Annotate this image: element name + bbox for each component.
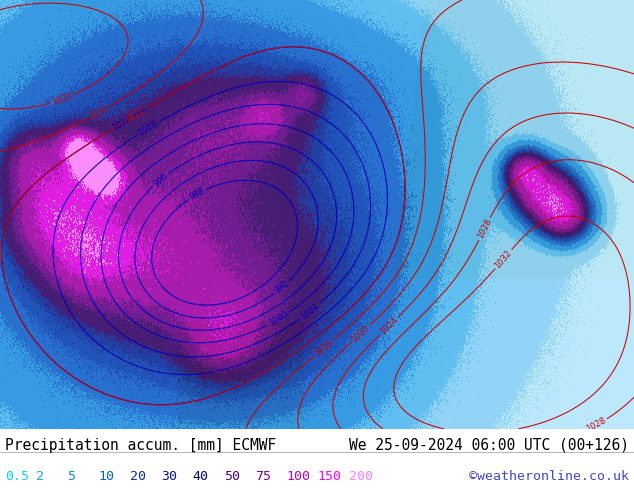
Text: 5: 5 [68,470,75,483]
Text: 1008: 1008 [137,119,160,138]
Text: 988: 988 [188,186,207,202]
Text: Precipitation accum. [mm] ECMWF: Precipitation accum. [mm] ECMWF [5,438,276,453]
Text: 992: 992 [273,279,291,295]
Text: 1020: 1020 [51,91,74,107]
Text: 1012: 1012 [111,114,134,132]
Text: 1000: 1000 [267,310,290,328]
Text: 1024: 1024 [378,316,399,337]
Text: 1016: 1016 [313,338,335,358]
Text: 30: 30 [161,470,178,483]
Text: 100: 100 [286,470,310,483]
Text: 1028: 1028 [585,416,607,434]
Text: 0.5: 0.5 [5,470,29,483]
Text: ©weatheronline.co.uk: ©weatheronline.co.uk [469,470,629,483]
Text: 20: 20 [130,470,146,483]
Text: 10: 10 [99,470,115,483]
Text: 1028: 1028 [476,218,493,241]
Text: 1032: 1032 [493,248,514,270]
Text: 150: 150 [318,470,342,483]
Text: We 25-09-2024 06:00 UTC (00+126): We 25-09-2024 06:00 UTC (00+126) [349,438,629,453]
Text: 1020: 1020 [350,323,372,344]
Text: 1012: 1012 [124,106,146,124]
Text: 2: 2 [36,470,44,483]
Text: 1016: 1016 [87,104,110,122]
Text: 50: 50 [224,470,240,483]
Text: 40: 40 [193,470,209,483]
Text: 200: 200 [349,470,373,483]
Text: 996: 996 [152,171,170,188]
Text: 75: 75 [255,470,271,483]
Text: 1004: 1004 [299,301,321,321]
